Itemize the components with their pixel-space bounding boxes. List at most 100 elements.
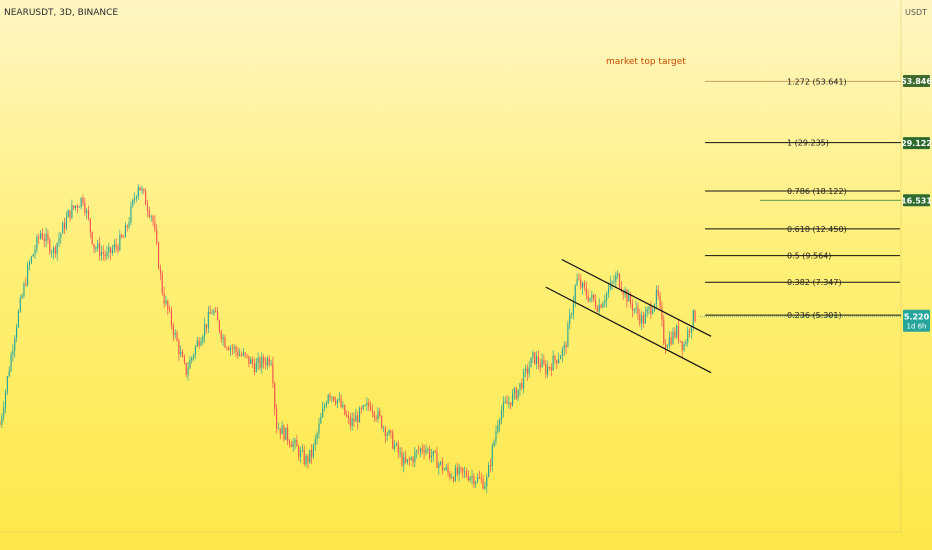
candle-body — [139, 187, 141, 191]
candle-body — [456, 467, 458, 475]
candle-body — [554, 355, 556, 360]
candle-body — [119, 234, 121, 251]
candle-body — [532, 352, 534, 358]
candle-body — [287, 427, 289, 441]
candle-body — [397, 443, 399, 453]
candle-body — [239, 354, 241, 356]
candle-body — [655, 289, 657, 305]
candle-body — [430, 455, 433, 458]
candle-body — [231, 347, 233, 349]
candle-body — [665, 343, 667, 348]
candle-body — [220, 331, 222, 340]
candle-body — [213, 311, 215, 314]
candle-body — [111, 249, 114, 253]
candle-body — [410, 457, 412, 460]
candle-body — [126, 225, 128, 227]
candle-body — [482, 479, 484, 489]
candle-body — [229, 347, 232, 351]
candle-body — [137, 187, 139, 197]
candle-body — [1, 416, 3, 425]
candle-body — [106, 252, 108, 256]
candle-body — [8, 370, 10, 377]
candle-body — [240, 354, 243, 356]
candle-body — [193, 354, 195, 358]
candle-body — [95, 248, 97, 250]
candle-body — [390, 430, 392, 433]
candle-body — [145, 191, 147, 205]
candle-body — [591, 294, 593, 298]
candle-body — [364, 405, 366, 406]
candle-body — [86, 210, 88, 213]
candle-body — [288, 440, 291, 445]
candle-body — [432, 450, 434, 456]
candle-body — [19, 298, 21, 312]
candle-body — [154, 221, 156, 230]
candle-body — [69, 210, 71, 219]
candle-body — [274, 383, 276, 409]
candle-body — [594, 299, 597, 308]
candle-body — [377, 410, 379, 419]
candle-body — [169, 309, 171, 311]
candle-body — [242, 352, 244, 356]
candle-body — [421, 448, 423, 451]
candle-body — [668, 337, 670, 347]
candle-body — [379, 410, 381, 416]
candle-body — [689, 330, 691, 333]
candle-body — [34, 249, 36, 255]
fib-level-label: 0.618 (12.450) — [787, 225, 847, 234]
candle-body — [672, 331, 674, 344]
candle-body — [500, 410, 503, 420]
candle-body — [550, 367, 552, 371]
candle-body — [39, 233, 42, 238]
fib-level-label: 0.786 (18.122) — [787, 187, 847, 196]
candle-body — [574, 285, 576, 302]
candle-body — [91, 231, 93, 244]
candle-body — [30, 256, 32, 263]
drawings: 1.272 (53.641) 1 (29.235) 0.786 (18.122) 0.… — [545, 57, 901, 374]
candle-body — [132, 199, 134, 206]
candle-body — [382, 427, 385, 429]
candle-body — [408, 459, 410, 460]
candle-body — [661, 306, 663, 320]
candle-body — [205, 324, 208, 328]
candle-body — [58, 238, 60, 243]
candle-body — [89, 218, 91, 232]
candle-body — [571, 314, 573, 315]
candle-body — [596, 307, 598, 312]
candle-body — [530, 357, 532, 368]
candle-body — [558, 359, 560, 364]
candle-body — [141, 188, 143, 191]
candle-body — [510, 402, 512, 406]
candle-body — [569, 314, 571, 324]
candle-body — [71, 205, 73, 219]
candle-body — [351, 418, 353, 426]
candle-body — [100, 251, 102, 256]
candle-body — [583, 282, 586, 288]
candle-body — [97, 243, 99, 249]
candle-body — [52, 247, 55, 253]
candle-body — [414, 452, 416, 463]
candle-body — [134, 198, 136, 200]
candle-body — [349, 417, 351, 426]
candle-body — [84, 202, 86, 213]
candle-body — [657, 289, 659, 296]
candle-body — [165, 300, 167, 304]
candle-body — [117, 246, 119, 251]
candle-body — [189, 360, 191, 369]
candle-body — [290, 444, 292, 447]
candle-body — [102, 251, 104, 254]
candle-body — [471, 476, 473, 478]
candle-body — [572, 301, 574, 315]
candle-body — [635, 307, 637, 310]
candle-body — [630, 294, 632, 304]
candle-body — [441, 461, 444, 471]
candle-body — [412, 457, 414, 463]
candle-body — [381, 415, 383, 429]
candle-body — [253, 363, 256, 373]
candle-body — [537, 356, 539, 365]
candle-body — [266, 358, 268, 366]
candle-body — [275, 408, 278, 429]
candle-body — [62, 222, 64, 234]
candle-body — [484, 486, 486, 489]
